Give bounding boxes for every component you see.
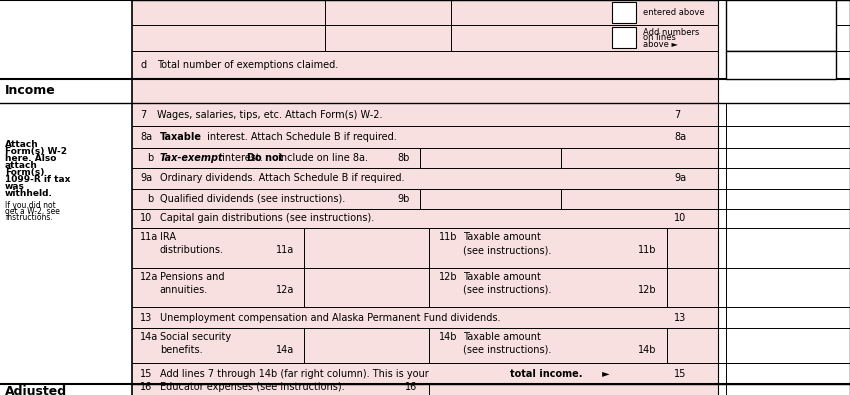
Text: gross: gross [5,393,43,395]
Text: 10: 10 [674,213,686,224]
Text: 14a: 14a [140,331,158,342]
Text: Unemployment compensation and Alaska Permanent Fund dividends.: Unemployment compensation and Alaska Per… [160,312,501,323]
Text: withheld.: withheld. [5,190,53,198]
Bar [439,384,718,395]
Bar [0,368,132,395]
Text: on lines: on lines [643,34,676,42]
Text: 12a: 12a [276,284,295,295]
Bar [0,79,132,103]
Text: 7: 7 [674,109,680,120]
Text: Adjusted: Adjusted [5,385,67,395]
Text: 8a: 8a [674,132,686,142]
Text: (see instructions).: (see instructions). [463,284,552,295]
Text: Taxable amount: Taxable amount [463,271,541,282]
Text: Qualified dividends (see instructions).: Qualified dividends (see instructions). [160,194,345,204]
Text: Income: Income [5,85,56,97]
Bar [0,0,132,395]
Text: 16: 16 [405,382,417,393]
Text: Educator expenses (see instructions).: Educator expenses (see instructions). [160,382,344,393]
Text: interest. Attach Schedule B if required.: interest. Attach Schedule B if required. [204,132,397,142]
Text: 11a: 11a [140,232,158,242]
Text: Wages, salaries, tips, etc. Attach Form(s) W-2.: Wages, salaries, tips, etc. Attach Form(… [157,109,382,120]
Text: (see instructions).: (see instructions). [463,344,552,355]
Text: Form(s) W-2: Form(s) W-2 [5,147,67,156]
Text: Tax-exempt: Tax-exempt [160,153,224,163]
Bar [612,27,636,48]
Text: Taxable amount: Taxable amount [463,331,541,342]
Bar [718,0,850,395]
Bar [726,0,836,51]
Text: Taxable amount: Taxable amount [463,232,541,242]
Text: Taxable: Taxable [160,132,201,142]
Text: 9a: 9a [140,173,152,183]
Text: 10: 10 [140,213,152,224]
Text: 12b: 12b [638,284,656,295]
Bar [726,103,836,126]
Text: distributions.: distributions. [160,245,224,255]
Text: b: b [147,153,153,163]
Text: 13: 13 [674,312,686,323]
Text: Total number of exemptions claimed.: Total number of exemptions claimed. [157,60,338,70]
Text: 8b: 8b [397,153,410,163]
Text: instructions.: instructions. [5,213,53,222]
Bar [132,0,718,395]
Text: 13: 13 [140,312,152,323]
Text: Capital gain distributions (see instructions).: Capital gain distributions (see instruct… [160,213,374,224]
Text: here. Also: here. Also [5,154,56,163]
Text: 12a: 12a [140,271,159,282]
Text: 9b: 9b [397,194,410,204]
Text: 14a: 14a [276,344,294,355]
Text: 8a: 8a [140,132,152,142]
Text: 15: 15 [140,369,153,379]
Text: Ordinary dividends. Attach Schedule B if required.: Ordinary dividends. Attach Schedule B if… [160,173,405,183]
Bar [726,0,836,25]
Text: Add numbers: Add numbers [643,28,699,37]
Text: 16: 16 [140,382,152,393]
Bar [726,51,836,79]
Text: was: was [5,182,25,191]
Text: Attach: Attach [5,140,39,149]
Text: 15: 15 [674,369,687,379]
Text: benefits.: benefits. [160,344,202,355]
Text: 12b: 12b [439,271,458,282]
Text: entered above: entered above [643,8,704,17]
Text: 1099-R if tax: 1099-R if tax [5,175,71,184]
Text: 7: 7 [140,109,146,120]
Text: ►: ► [599,369,610,379]
Text: 11b: 11b [638,245,656,255]
Text: interest.: interest. [219,153,266,163]
Text: 14b: 14b [439,331,458,342]
Text: d: d [140,60,146,70]
Text: 14b: 14b [638,344,656,355]
Text: b: b [147,194,153,204]
Text: 11a: 11a [276,245,294,255]
Text: If you did not: If you did not [5,201,56,210]
Text: above ►: above ► [643,40,677,49]
Text: Form(s): Form(s) [5,168,44,177]
Text: Social security: Social security [160,331,231,342]
Text: annuities.: annuities. [160,284,208,295]
Text: Do not: Do not [246,153,283,163]
Bar [612,2,636,23]
Text: IRA: IRA [160,232,176,242]
Text: include on line 8a.: include on line 8a. [275,153,367,163]
Text: Add lines 7 through 14b (far right column). This is your: Add lines 7 through 14b (far right colum… [160,369,432,379]
Text: Pensions and: Pensions and [160,271,224,282]
Text: 11b: 11b [439,232,458,242]
Text: (see instructions).: (see instructions). [463,245,552,255]
Text: get a W-2, see: get a W-2, see [5,207,60,216]
Text: attach: attach [5,161,38,170]
Bar [726,79,836,103]
Text: 9a: 9a [674,173,686,183]
Text: total income.: total income. [510,369,582,379]
